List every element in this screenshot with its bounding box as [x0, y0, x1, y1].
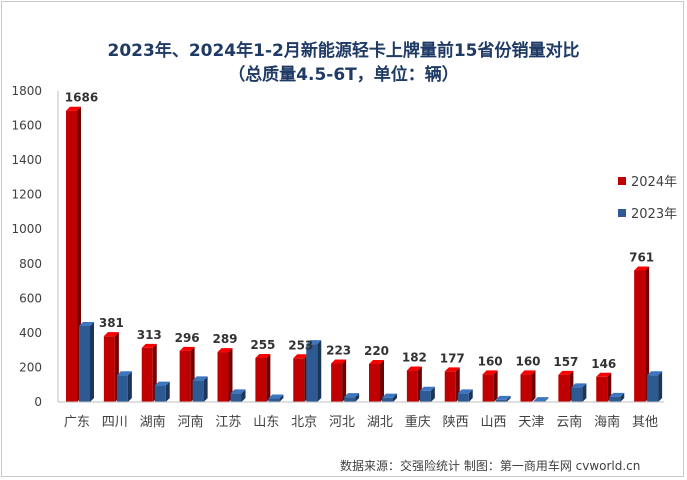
bar-2024-5	[255, 353, 271, 402]
data-label: 220	[364, 344, 389, 358]
bar-2024-1	[103, 332, 119, 402]
bar-2024-6	[293, 354, 309, 402]
bar-2023-9	[419, 386, 435, 402]
bar-2024-4	[217, 348, 233, 402]
x-category-label: 天津	[518, 415, 544, 430]
y-tick-label: 1000	[11, 222, 42, 236]
y-tick-label: 1800	[11, 84, 42, 98]
x-category-label: 山西	[481, 415, 507, 430]
bar-2023-2	[154, 381, 170, 402]
data-label: 146	[591, 357, 616, 371]
y-tick-label: 200	[19, 360, 42, 374]
data-label: 177	[440, 351, 465, 365]
data-label: 1686	[65, 91, 98, 105]
bar-2024-10	[444, 367, 460, 402]
bar-2024-14	[596, 372, 612, 402]
y-tick-label: 600	[19, 291, 42, 305]
bar-2023-11	[495, 395, 511, 402]
bar-2024-9	[406, 366, 422, 402]
legend-swatch	[618, 177, 626, 185]
x-category-label: 陕西	[443, 415, 469, 430]
source-note: 数据来源：交强险统计 制图：第一商用车网 cvworld.cn	[340, 459, 641, 473]
x-category-label: 海南	[594, 414, 620, 430]
x-category-label: 广东	[64, 415, 90, 430]
chart-subtitle: （总质量4.5-6T，单位：辆）	[228, 65, 459, 85]
bar-2023-3	[192, 376, 208, 402]
data-label: 160	[515, 354, 540, 368]
x-category-label: 山东	[253, 415, 279, 430]
data-label: 157	[553, 355, 578, 369]
bar-2023-7	[344, 393, 360, 402]
bar-2024-7	[331, 359, 347, 402]
x-category-label: 四川	[102, 415, 128, 430]
data-label: 289	[212, 332, 237, 346]
bar-2023-5	[268, 394, 284, 402]
x-category-label: 河北	[329, 415, 355, 430]
x-category-label: 湖北	[367, 415, 393, 430]
bar-2023-0	[79, 321, 94, 402]
bar-2024-3	[179, 346, 195, 402]
bar-2023-1	[116, 371, 132, 402]
bar-2023-14	[609, 392, 625, 402]
legend-label: 2023年	[631, 207, 677, 222]
bar-2024-8	[369, 359, 384, 402]
x-category-label: 云南	[556, 414, 582, 430]
legend-label: 2024年	[631, 175, 677, 190]
x-category-label: 重庆	[405, 414, 431, 430]
chart-title: 2023年、2024年1-2月新能源轻卡上牌量前15省份销量对比	[107, 41, 580, 61]
y-tick-label: 1600	[11, 119, 42, 133]
x-category-label: 其他	[632, 415, 658, 430]
bar-2023-6	[306, 340, 322, 402]
data-label: 160	[478, 354, 503, 368]
data-label: 255	[250, 338, 275, 352]
bar-2023-4	[230, 389, 246, 402]
bar-2023-15	[647, 371, 663, 402]
bar-2023-12	[533, 397, 549, 402]
y-tick-label: 400	[19, 326, 42, 340]
data-label: 761	[629, 251, 654, 265]
data-label: 381	[99, 316, 124, 330]
y-tick-label: 800	[19, 257, 42, 271]
bar-2023-13	[571, 383, 587, 402]
bar-2024-12	[520, 370, 536, 402]
x-category-label: 湖南	[140, 414, 166, 430]
bar-2024-11	[482, 370, 498, 402]
x-category-label: 河南	[178, 414, 204, 430]
bar-2024-13	[558, 370, 574, 402]
data-label: 296	[175, 331, 200, 345]
bar-2023-8	[382, 393, 397, 402]
y-tick-label: 1200	[11, 188, 42, 202]
legend-swatch	[618, 209, 626, 217]
y-tick-label: 1400	[11, 153, 42, 167]
data-label: 223	[326, 343, 351, 357]
data-label: 253	[288, 338, 313, 352]
bar-2024-2	[141, 343, 157, 402]
bar-2024-15	[634, 266, 650, 402]
y-tick-label: 0	[34, 395, 42, 409]
bar-2023-10	[457, 389, 473, 402]
data-label: 313	[137, 328, 162, 342]
x-category-label: 江苏	[215, 414, 241, 430]
bar-2024-0	[66, 106, 81, 403]
data-label: 182	[402, 351, 427, 365]
x-category-label: 北京	[291, 415, 317, 430]
